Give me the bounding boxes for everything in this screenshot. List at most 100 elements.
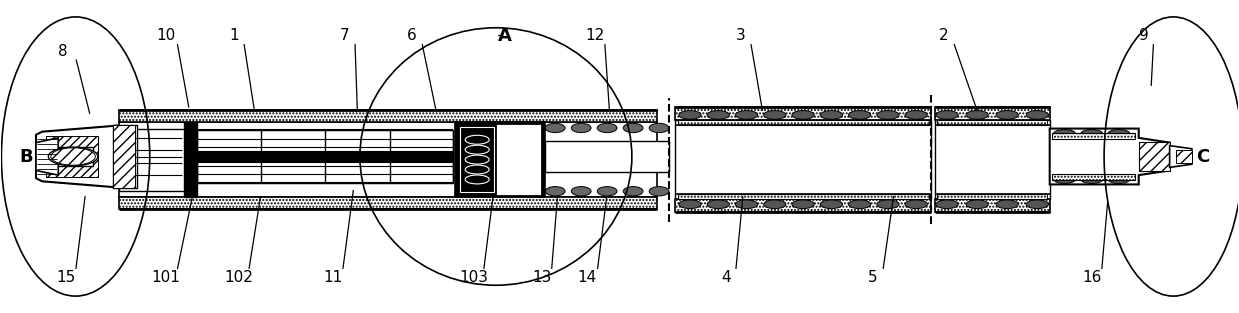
Ellipse shape (51, 148, 95, 165)
Ellipse shape (904, 110, 927, 119)
Ellipse shape (465, 165, 489, 174)
Ellipse shape (545, 187, 565, 196)
Bar (937, 120, 1047, 126)
Ellipse shape (736, 200, 757, 209)
Bar (185, 122, 197, 197)
Polygon shape (1049, 129, 1170, 184)
Bar (675, 120, 930, 199)
Bar (43, 147, 93, 166)
Ellipse shape (792, 200, 814, 209)
Ellipse shape (679, 110, 701, 119)
Polygon shape (36, 138, 58, 175)
Ellipse shape (904, 200, 927, 209)
Ellipse shape (849, 110, 871, 119)
Bar (119, 122, 657, 197)
Text: 2: 2 (939, 28, 948, 43)
Polygon shape (46, 136, 98, 177)
Ellipse shape (1080, 130, 1103, 138)
Bar (675, 107, 930, 120)
Polygon shape (1170, 146, 1192, 167)
Ellipse shape (877, 110, 900, 119)
Bar (119, 197, 657, 209)
Text: 102: 102 (224, 270, 253, 285)
Ellipse shape (820, 110, 843, 119)
Bar (1176, 150, 1192, 163)
Text: B: B (20, 147, 33, 166)
Ellipse shape (820, 200, 843, 209)
Text: 103: 103 (460, 270, 488, 285)
Ellipse shape (1053, 175, 1075, 183)
Ellipse shape (465, 145, 489, 154)
Text: 6: 6 (406, 28, 416, 43)
Ellipse shape (996, 110, 1018, 119)
Ellipse shape (996, 200, 1018, 209)
Text: 3: 3 (736, 28, 746, 43)
Ellipse shape (48, 147, 98, 166)
Bar (678, 194, 928, 199)
Ellipse shape (966, 110, 989, 119)
Text: 14: 14 (577, 270, 597, 285)
Bar (678, 120, 928, 126)
Text: 1: 1 (229, 28, 239, 43)
Bar (497, 125, 540, 194)
Bar (675, 199, 930, 212)
Ellipse shape (465, 135, 489, 144)
Bar (113, 126, 135, 187)
Ellipse shape (597, 187, 617, 196)
Bar (197, 151, 452, 162)
Text: A: A (498, 27, 512, 44)
Bar (119, 129, 185, 191)
Ellipse shape (707, 110, 730, 119)
Ellipse shape (849, 200, 871, 209)
Bar (934, 120, 1049, 199)
Ellipse shape (571, 187, 591, 196)
Ellipse shape (707, 200, 730, 209)
Bar (113, 126, 138, 187)
Text: 101: 101 (151, 270, 180, 285)
Ellipse shape (545, 123, 565, 133)
Ellipse shape (623, 123, 643, 133)
Bar (119, 110, 657, 122)
Bar (545, 141, 669, 172)
Text: 10: 10 (156, 28, 176, 43)
Bar (1052, 174, 1135, 180)
Text: 13: 13 (532, 270, 551, 285)
Ellipse shape (935, 110, 958, 119)
Bar (1052, 133, 1135, 139)
Ellipse shape (1108, 130, 1130, 138)
Ellipse shape (792, 110, 814, 119)
Ellipse shape (679, 200, 701, 209)
Ellipse shape (1053, 130, 1075, 138)
Text: 4: 4 (721, 270, 731, 285)
Ellipse shape (966, 200, 989, 209)
Bar (934, 199, 1049, 212)
Ellipse shape (465, 155, 489, 164)
Text: C: C (1197, 147, 1209, 166)
Polygon shape (36, 126, 119, 187)
Ellipse shape (763, 110, 786, 119)
Text: 12: 12 (585, 28, 605, 43)
Ellipse shape (1026, 110, 1048, 119)
Ellipse shape (571, 123, 591, 133)
Bar (937, 194, 1047, 199)
Ellipse shape (623, 187, 643, 196)
Ellipse shape (1080, 175, 1103, 183)
Text: 15: 15 (56, 270, 76, 285)
Bar (934, 107, 1049, 120)
Text: 11: 11 (323, 270, 342, 285)
Ellipse shape (1108, 175, 1130, 183)
Ellipse shape (597, 123, 617, 133)
Text: 5: 5 (869, 270, 877, 285)
Bar (497, 125, 540, 194)
Bar (1139, 142, 1170, 171)
Bar (197, 130, 452, 183)
Text: 16: 16 (1082, 270, 1101, 285)
Ellipse shape (763, 200, 786, 209)
Ellipse shape (649, 187, 669, 196)
Ellipse shape (1026, 200, 1048, 209)
Bar (460, 127, 494, 192)
Ellipse shape (649, 123, 669, 133)
Bar (455, 122, 545, 197)
Text: 9: 9 (1139, 28, 1149, 43)
Ellipse shape (736, 110, 757, 119)
